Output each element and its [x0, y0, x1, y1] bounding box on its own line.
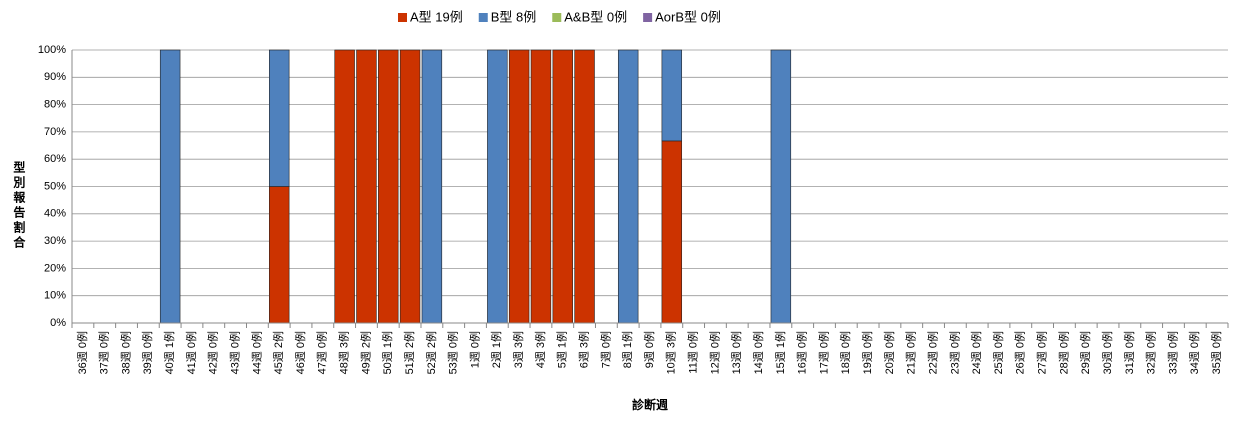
x-tick-label: 26週 0例 [1013, 331, 1027, 374]
x-tick-label: 40週 1例 [162, 331, 176, 374]
x-tick-label: 24週 0例 [969, 331, 983, 374]
x-tick-label: 28週 0例 [1056, 331, 1070, 374]
bar [399, 49, 421, 324]
x-tick-label: 41週 0例 [184, 331, 198, 374]
x-axis-label: 診断週 [632, 397, 668, 412]
x-tick-label: 11週 0例 [686, 331, 700, 374]
x-tick-label: 17週 0例 [816, 331, 830, 374]
x-tick-label: 10週 3例 [664, 331, 678, 374]
y-tick-label: 40% [44, 208, 66, 220]
x-tick-label: 18週 0例 [838, 331, 852, 374]
legend-label: A型 19例 [410, 9, 463, 24]
y-tick-label: 0% [50, 317, 66, 329]
x-tick-label: 32週 0例 [1144, 331, 1158, 374]
x-tick-label: 37週 0例 [97, 331, 111, 374]
y-tick-label: 60% [44, 153, 66, 165]
x-tick-label: 16週 0例 [795, 331, 809, 374]
x-tick-label: 1週 0例 [467, 331, 481, 368]
y-tick-label: 20% [44, 262, 66, 274]
x-tick-label: 34週 0例 [1187, 331, 1201, 374]
bar [617, 49, 639, 324]
x-tick-label: 14週 0例 [751, 331, 765, 374]
legend-swatch [398, 13, 407, 22]
y-axis-label: 型別報告割合 [12, 160, 26, 251]
x-tick-label: 36週 0例 [75, 331, 89, 374]
x-tick-label: 43週 0例 [227, 331, 241, 374]
bar [269, 49, 290, 187]
y-tick-label: 50% [44, 180, 66, 192]
x-tick-label: 49週 2例 [358, 331, 372, 374]
x-tick-label: 38週 0例 [118, 331, 132, 374]
bar [661, 49, 683, 142]
y-tick-label: 10% [44, 290, 66, 302]
legend-label: AorB型 0例 [655, 9, 721, 24]
y-tick-label: 100% [38, 44, 66, 56]
y-tick-label: 80% [44, 99, 66, 111]
x-tick-label: 50週 1例 [380, 331, 394, 374]
y-tick-label: 30% [44, 235, 66, 247]
x-tick-label: 51週 2例 [402, 331, 416, 374]
bar [269, 186, 290, 324]
x-tick-label: 20週 0例 [882, 331, 896, 374]
bar [487, 49, 508, 324]
x-tick-label: 33週 0例 [1165, 331, 1179, 374]
x-tick-label: 12週 0例 [707, 331, 721, 374]
y-tick-label: 90% [44, 71, 66, 83]
x-tick-label: 8週 1例 [620, 331, 634, 368]
x-tick-label: 30週 0例 [1100, 331, 1114, 374]
x-tick-label: 25週 0例 [991, 331, 1005, 374]
x-tick-label: 22週 0例 [925, 331, 939, 374]
x-tick-label: 19週 0例 [860, 331, 874, 374]
legend-swatch [643, 13, 653, 22]
x-tick-label: 3週 3例 [511, 331, 525, 368]
bar [356, 49, 377, 324]
bar [552, 49, 573, 324]
bar [421, 49, 443, 324]
x-tick-label: 46週 0例 [293, 331, 307, 374]
legend-swatch [478, 13, 488, 22]
bar [530, 49, 552, 324]
x-tick-label: 52週 2例 [424, 331, 438, 374]
x-tick-label: 6週 3例 [576, 331, 590, 368]
x-tick-label: 29週 0例 [1078, 331, 1092, 374]
x-tick-label: 9週 0例 [642, 331, 656, 368]
x-tick-label: 4週 3例 [533, 331, 547, 368]
bar [159, 49, 181, 324]
bar [574, 49, 595, 324]
x-tick-label: 48週 3例 [337, 331, 351, 374]
x-tick-label: 42週 0例 [206, 331, 220, 374]
x-tick-label: 7週 0例 [598, 331, 612, 368]
x-tick-label: 15週 1例 [773, 331, 787, 374]
x-tick-label: 35週 0例 [1209, 331, 1223, 374]
x-tick-label: 21週 0例 [904, 331, 918, 374]
bar [661, 140, 683, 324]
y-tick-label: 70% [44, 126, 66, 138]
bar [334, 49, 355, 324]
bar [378, 49, 399, 324]
bar [770, 49, 792, 324]
x-tick-label: 27週 0例 [1035, 331, 1049, 374]
x-tick-label: 5週 1例 [555, 331, 569, 368]
x-tick-label: 47週 0例 [315, 331, 329, 374]
legend-label: B型 8例 [491, 9, 537, 24]
bar [508, 49, 530, 324]
x-tick-label: 13週 0例 [729, 331, 743, 374]
x-tick-label: 39週 0例 [140, 331, 154, 374]
x-tick-label: 44週 0例 [249, 331, 263, 374]
legend-swatch [552, 13, 562, 22]
legend-label: A&B型 0例 [564, 9, 627, 24]
x-tick-label: 53週 0例 [446, 331, 460, 374]
x-tick-label: 23週 0例 [947, 331, 961, 374]
x-tick-label: 31週 0例 [1122, 331, 1136, 374]
x-tick-label: 2週 1例 [489, 331, 503, 368]
x-tick-label: 45週 2例 [271, 331, 285, 374]
